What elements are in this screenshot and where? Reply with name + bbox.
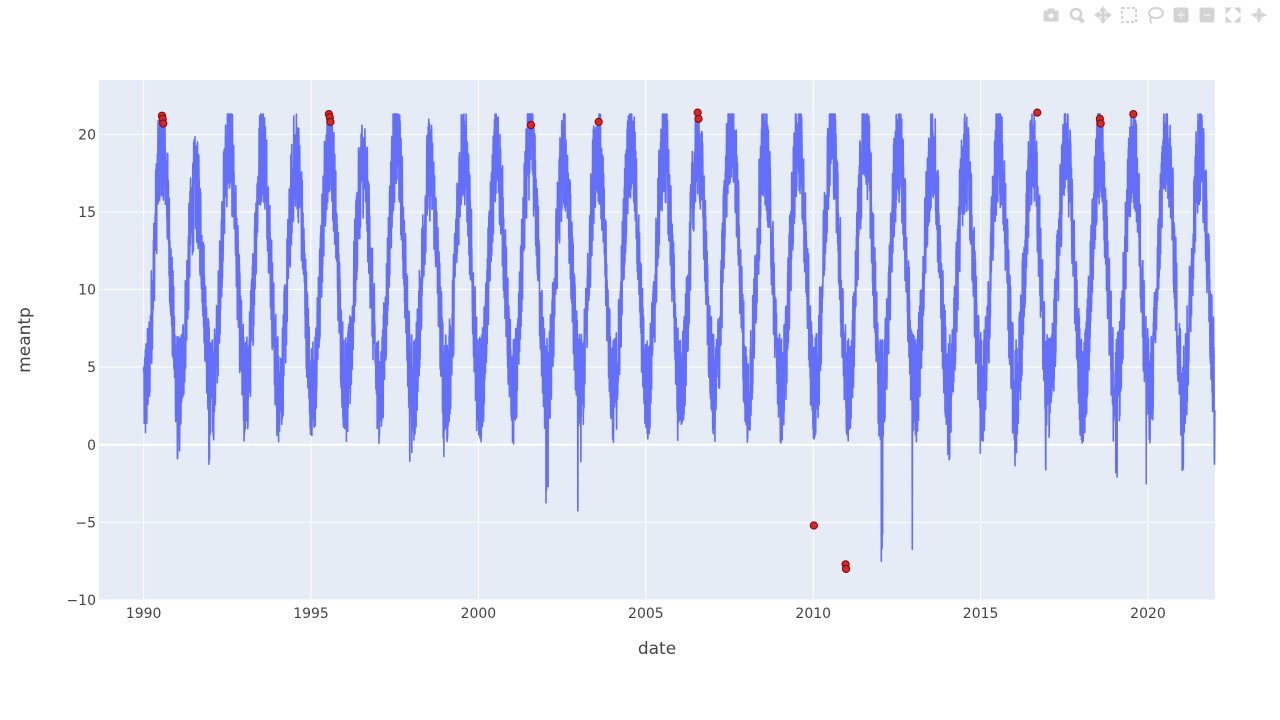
series-markers[interactable] [157,108,1138,574]
outlier-point[interactable] [1129,110,1138,119]
y-tick-label: 20 [78,127,96,143]
x-tick-label: 1995 [293,606,329,622]
autoscale-icon[interactable] [1222,4,1244,26]
series-line[interactable] [142,113,1216,562]
outlier-point[interactable] [1096,119,1105,128]
y-tick-label: 5 [87,360,96,376]
y-axis-title: meantp [15,307,35,373]
outlier-point[interactable] [1033,108,1042,117]
y-tick-label: 0 [87,438,96,454]
outlier-point[interactable] [594,117,603,127]
x-tick-label: 2000 [461,606,497,622]
x-tick-label: 2005 [628,606,664,622]
outlier-point[interactable] [159,119,168,128]
lasso-icon[interactable] [1144,4,1166,26]
camera-icon[interactable] [1040,4,1062,26]
outlier-point[interactable] [526,120,536,130]
y-tick-label: 10 [78,283,96,299]
outlier-point[interactable] [809,521,818,530]
x-tick-label: 1990 [126,606,162,622]
x-tick-label: 2015 [963,606,999,622]
x-tick-label: 2010 [795,606,831,622]
x-tick-label: 2020 [1130,606,1166,622]
y-tick-label: 15 [78,205,96,221]
zoom-out-icon[interactable] [1196,4,1218,26]
x-axis-title: date [638,639,676,659]
reset-axes-icon[interactable] [1248,4,1270,26]
outlier-point[interactable] [841,564,851,574]
zoom-in-icon[interactable] [1170,4,1192,26]
x-axis-ticks: 1990 1995 2000 2005 2010 2015 2020 [126,606,1166,622]
y-tick-label: −5 [75,515,96,531]
box-select-icon[interactable] [1118,4,1140,26]
outlier-point[interactable] [326,117,335,127]
pan-icon[interactable] [1092,4,1114,26]
zoom-icon[interactable] [1066,4,1088,26]
modebar [1040,4,1270,26]
meantp-line[interactable] [142,113,1216,562]
y-axis-ticks: −10 −5 0 5 10 15 20 [66,127,96,609]
y-tick-label: −10 [66,593,96,609]
outlier-point[interactable] [694,114,703,123]
